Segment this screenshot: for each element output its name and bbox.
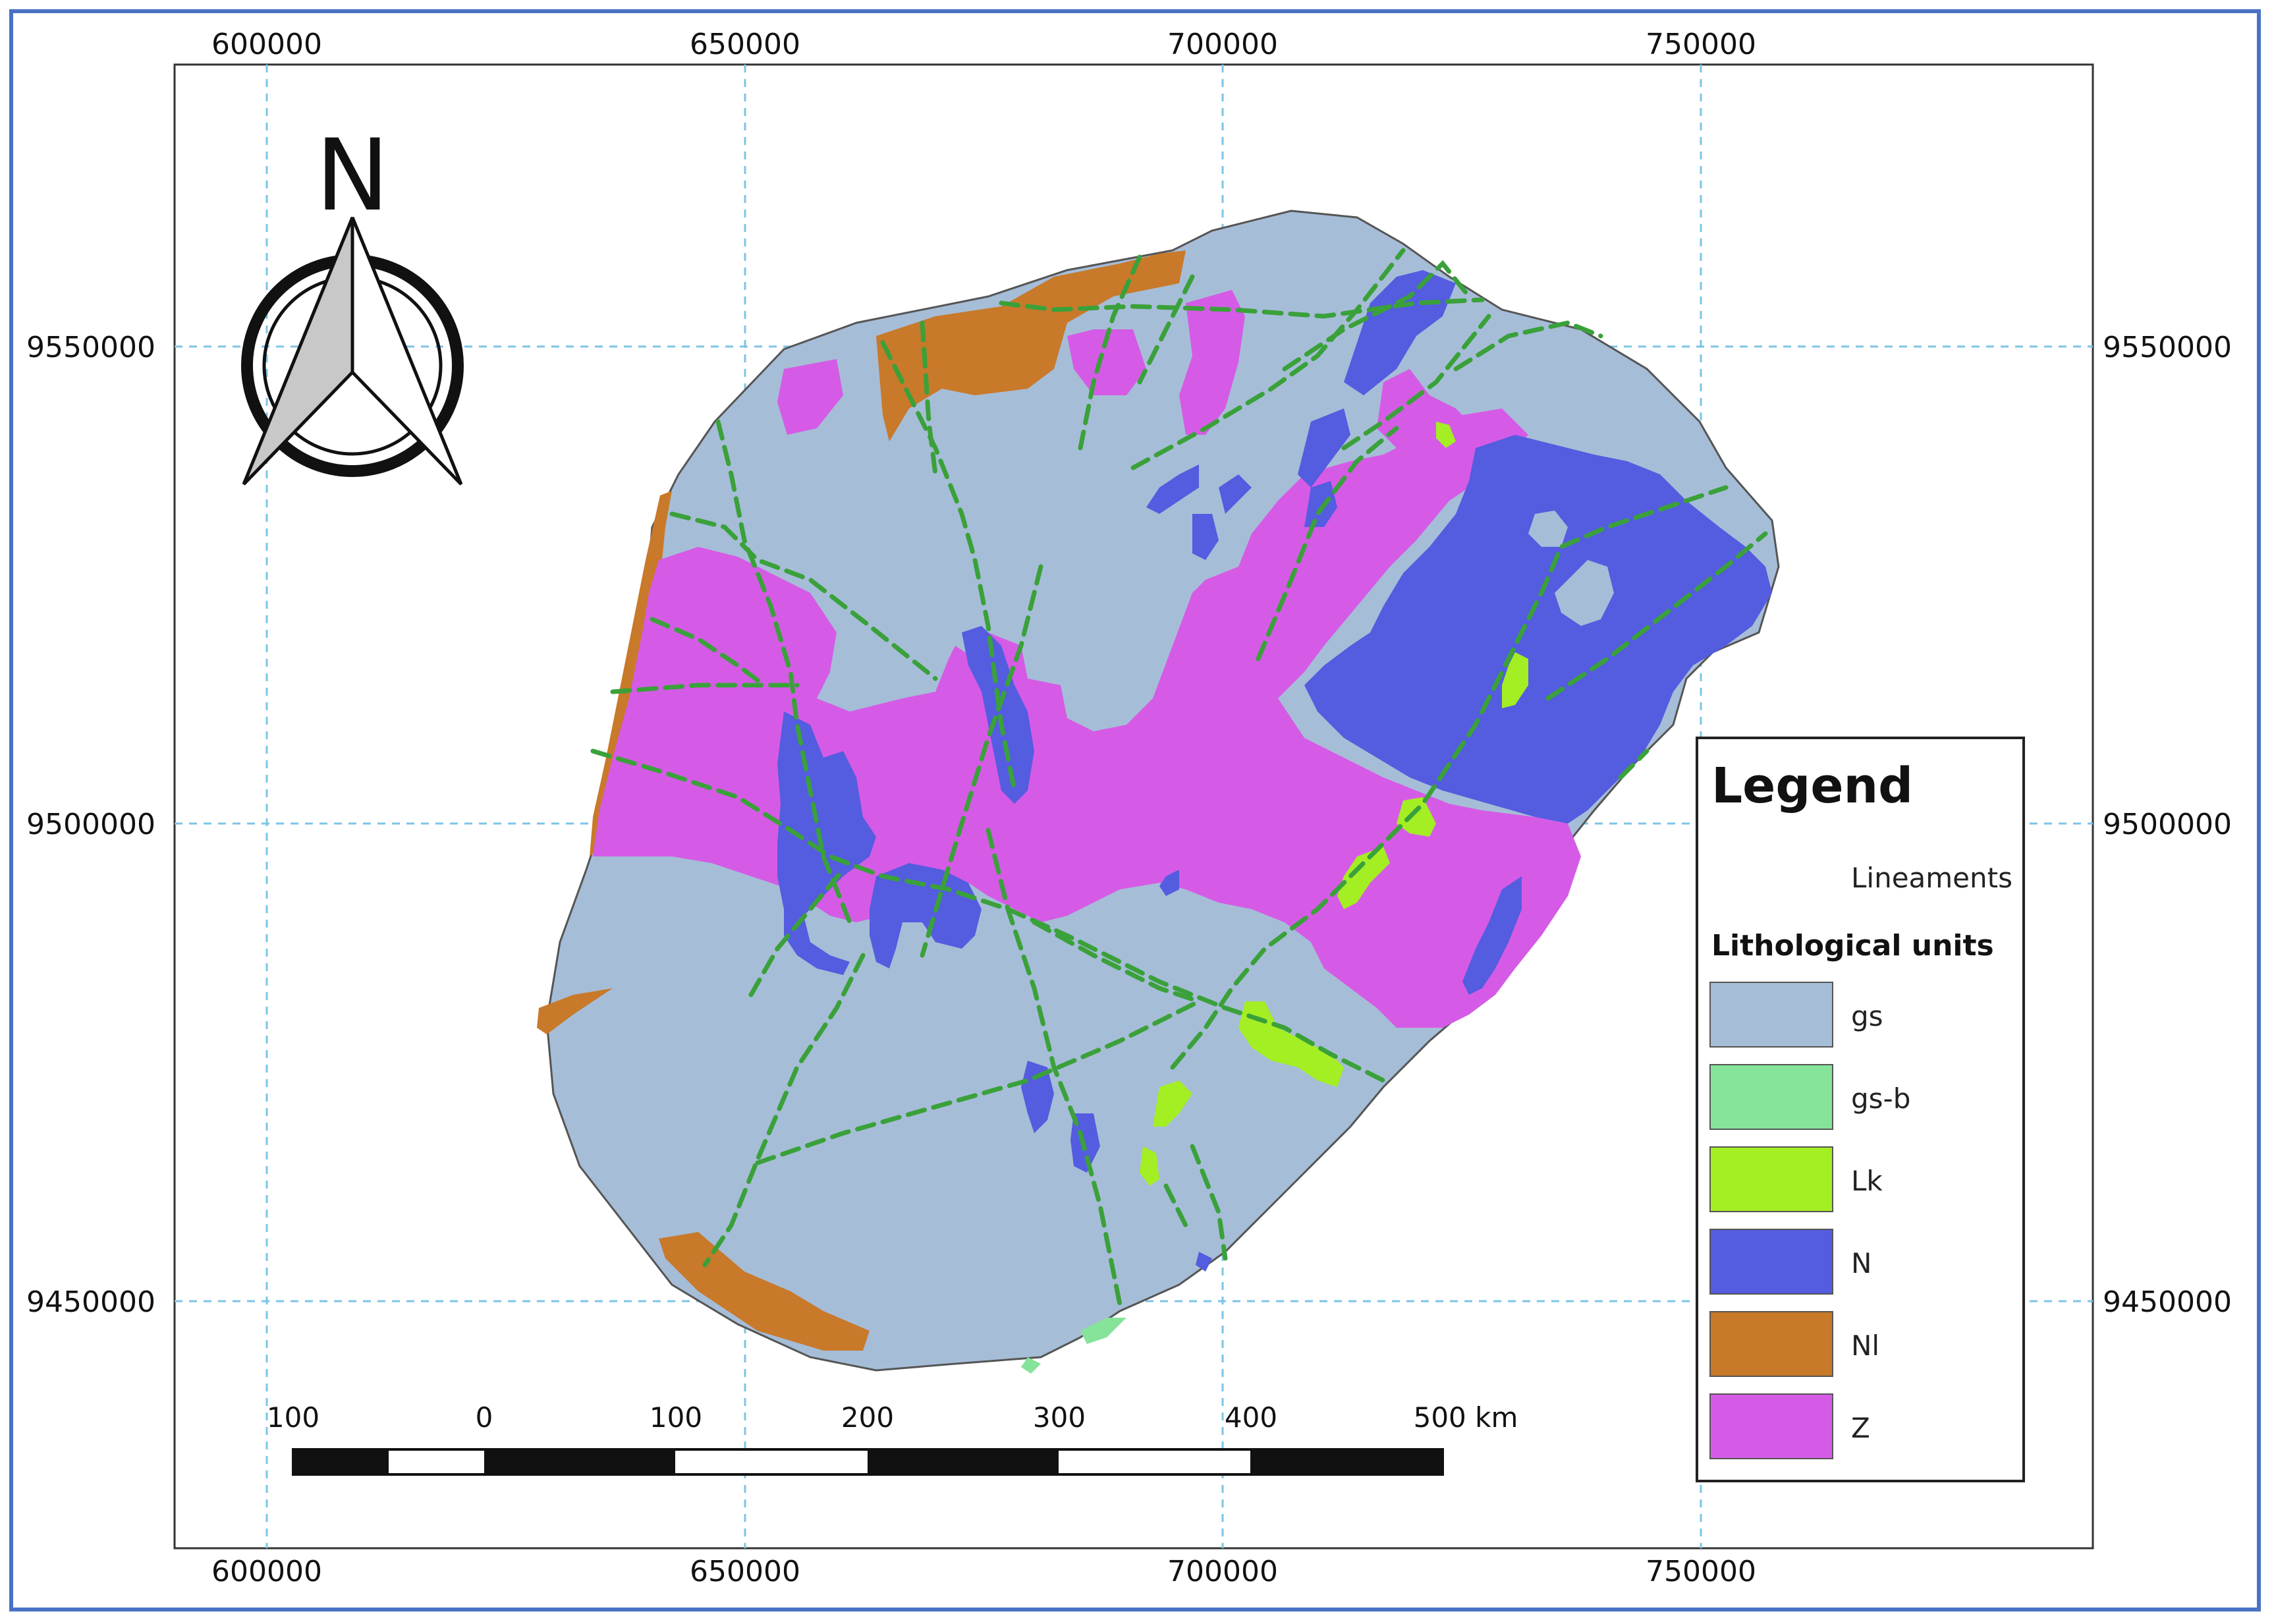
y-tick-right: 9450000 xyxy=(2103,1285,2232,1319)
lineaments xyxy=(590,248,1768,1307)
scale-bar: 100 0 100 200 300 400 500 km xyxy=(267,1401,1518,1476)
scale-label: 400 xyxy=(1225,1401,1277,1434)
scale-label: 100 xyxy=(267,1401,319,1434)
x-tick-bottom: 750000 xyxy=(1646,1555,1756,1588)
legend-swatch-n xyxy=(1709,1229,1833,1295)
legend-label: Z xyxy=(1851,1412,1870,1444)
y-tick-left: 9500000 xyxy=(26,808,155,841)
legend-label: gs xyxy=(1851,1000,1883,1032)
x-tick-bottom: 600000 xyxy=(211,1555,322,1588)
unit-gs-b-areas xyxy=(1021,1318,1126,1374)
north-label: N xyxy=(316,119,389,233)
y-tick-right: 9500000 xyxy=(2103,808,2232,841)
outer-frame xyxy=(9,9,2261,1611)
legend-swatch-nl xyxy=(1709,1311,1833,1377)
x-tick-top: 750000 xyxy=(1646,28,1756,61)
legend-swatch-lk xyxy=(1709,1146,1833,1212)
north-arrow: N xyxy=(241,119,464,486)
legend-label: gs-b xyxy=(1851,1082,1911,1115)
scale-label: 200 xyxy=(841,1401,894,1434)
scale-label: 100 xyxy=(650,1401,702,1434)
y-tick-right: 9550000 xyxy=(2103,331,2232,364)
x-tick-bottom: 700000 xyxy=(1167,1555,1278,1588)
legend-label: Lk xyxy=(1851,1165,1883,1197)
x-tick-top: 600000 xyxy=(211,28,322,61)
y-axis-left: 9550000 9500000 9450000 xyxy=(26,331,155,1319)
legend-swatch-gs-b xyxy=(1709,1064,1833,1130)
legend-units-heading: Lithological units xyxy=(1711,929,1994,963)
legend-swatch-z xyxy=(1709,1393,1833,1459)
legend-swatch-gs xyxy=(1709,982,1833,1048)
legend-label: N xyxy=(1851,1247,1872,1279)
x-tick-top: 650000 xyxy=(690,28,800,61)
scale-label: 500 km xyxy=(1414,1401,1518,1434)
x-axis-bottom: 600000 650000 700000 750000 xyxy=(211,1555,1756,1588)
x-axis-top: 600000 650000 700000 750000 xyxy=(211,28,1756,61)
legend-title: Legend xyxy=(1711,758,1914,814)
legend-label: Nl xyxy=(1851,1330,1880,1362)
y-axis-right: 9550000 9500000 9450000 xyxy=(2103,331,2232,1319)
y-tick-left: 9450000 xyxy=(26,1285,155,1319)
x-tick-bottom: 650000 xyxy=(690,1555,800,1588)
unit-nl-areas xyxy=(537,250,1186,1351)
scale-label: 0 xyxy=(476,1401,493,1434)
legend-lineaments-label: Lineaments xyxy=(1851,862,2012,894)
geology-map xyxy=(537,210,1780,1374)
scale-label: 300 xyxy=(1033,1401,1086,1434)
x-tick-top: 700000 xyxy=(1167,28,1278,61)
y-tick-left: 9550000 xyxy=(26,331,155,364)
unit-n-areas xyxy=(777,270,1772,1272)
